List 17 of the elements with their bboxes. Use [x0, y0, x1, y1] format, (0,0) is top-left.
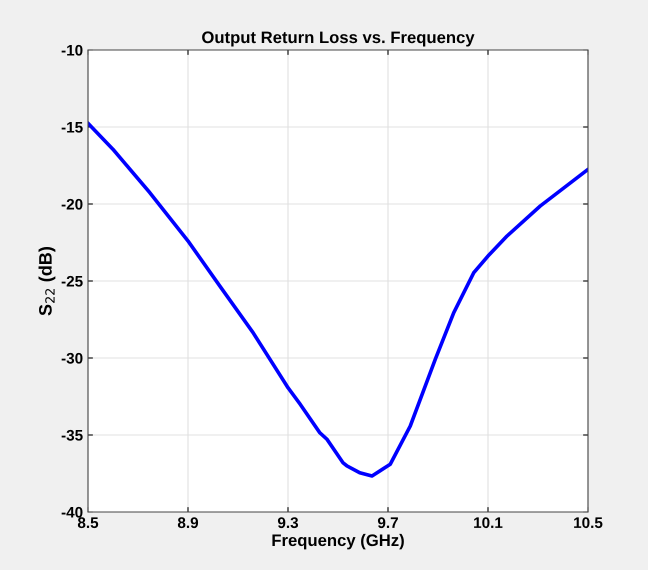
- line-series: [88, 122, 588, 478]
- x-tick-label: 8.9: [178, 517, 198, 528]
- y-tick-label: -40: [62, 506, 83, 518]
- x-axis-title: Frequency (GHz): [272, 534, 404, 550]
- x-tick-label: 10.5: [574, 517, 602, 528]
- y-axis-title: S$_{22}$ (dB): [38, 247, 56, 316]
- chart-title: Output Return Loss vs. Frequency: [202, 31, 475, 47]
- x-tick-label: 10.1: [474, 517, 502, 528]
- y-tick-label: -25: [62, 276, 83, 287]
- y-tick-label: -30: [62, 352, 83, 364]
- y-tick-label: -15: [62, 122, 83, 133]
- x-tick-label: 8.5: [78, 517, 98, 528]
- y-tick-label: -10: [62, 44, 83, 56]
- x-tick-label: 9.7: [378, 517, 398, 528]
- y-tick-label: -20: [62, 198, 83, 210]
- x-tick-label: 9.3: [278, 517, 298, 528]
- y-tick-label: -35: [62, 430, 83, 441]
